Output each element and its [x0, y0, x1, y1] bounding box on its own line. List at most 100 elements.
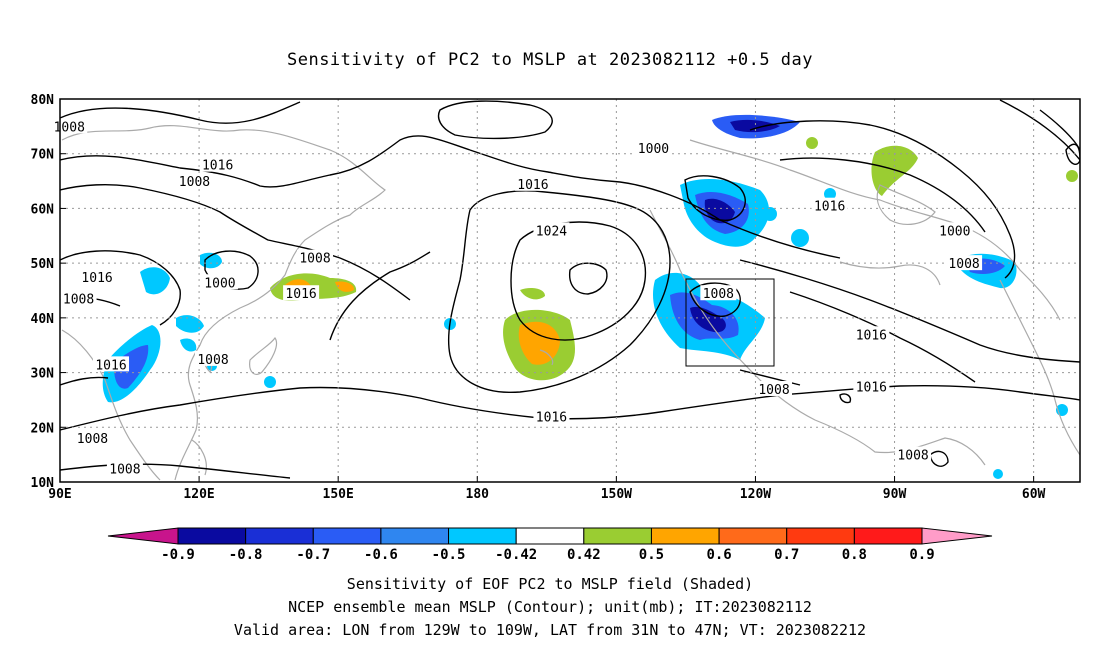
- coast-asia-east: [61, 125, 386, 481]
- contour-label: 1016: [856, 328, 887, 343]
- contour-labels: 1008101610081000101610241016100010081008…: [51, 118, 983, 477]
- colorbar-label: -0.6: [364, 547, 398, 563]
- lon-tick-label: 180: [466, 487, 490, 502]
- lon-tick-label: 150E: [323, 487, 354, 502]
- contour-label-background: [60, 290, 97, 306]
- lat-tick-label: 70N: [31, 148, 55, 163]
- contour-label-background: [106, 460, 143, 476]
- contour-label-background: [756, 380, 792, 396]
- contour-label: 1008: [63, 293, 94, 308]
- shade-negative-north-america-deep: [704, 198, 735, 224]
- coast-canada-north: [689, 139, 1061, 321]
- colorbar-swatch: [853, 527, 923, 545]
- colorbar-label: -0.42: [495, 547, 537, 563]
- coast-north-america-east: [999, 279, 1080, 456]
- coast-hudson-bay: [876, 184, 936, 226]
- contour-line: [789, 291, 976, 383]
- colorbar-swatch: [312, 527, 382, 545]
- lon-tick-label: 90E: [48, 487, 71, 502]
- contour-label: 1000: [638, 142, 669, 157]
- contour-label-background: [79, 268, 116, 284]
- colorbar-label: 0.42: [567, 547, 601, 563]
- colorbar-swatch: [786, 527, 855, 545]
- contour-label-background: [176, 173, 213, 189]
- contour-line: [510, 221, 647, 341]
- contour-label: 1008: [758, 383, 789, 398]
- contour-label: 1016: [81, 271, 112, 286]
- contour-line: [779, 157, 986, 233]
- shade-positive-labrador-dot: [1066, 170, 1078, 182]
- contour-line: [329, 251, 431, 341]
- contour-label: 1008: [197, 353, 228, 368]
- lat-tick-label: 10N: [31, 476, 55, 491]
- coast-hawaii: [539, 349, 554, 366]
- contour-line: [60, 463, 291, 479]
- lat-tick-label: 80N: [31, 93, 55, 108]
- lon-tick-label: 60W: [1022, 487, 1046, 502]
- lon-tick-label: 90W: [883, 487, 907, 502]
- shade-negative-asia-core: [114, 345, 149, 389]
- contour-label: 1008: [948, 257, 979, 272]
- colorbar-label: -0.5: [432, 547, 466, 563]
- contour-label-background: [533, 408, 570, 424]
- contour-label: 1016: [536, 410, 567, 425]
- map-title: Sensitivity of PC2 to MSLP at 2023082112…: [286, 50, 813, 70]
- lon-tick-label: 150W: [601, 487, 632, 502]
- contour-label: 1016: [202, 159, 233, 174]
- colorbar-swatch: [583, 527, 652, 545]
- shade-negative-rockies-dot: [763, 207, 777, 221]
- contour-line: [60, 183, 411, 301]
- caption-contour: NCEP ensemble mean MSLP (Contour); unit(…: [288, 598, 812, 616]
- contour-label-background: [199, 156, 236, 172]
- contour-label-background: [853, 326, 890, 342]
- contour-label: 1016: [814, 200, 845, 215]
- contour-label-background: [936, 222, 973, 238]
- shade-negative-korea: [176, 315, 204, 333]
- contour-line: [739, 259, 1080, 363]
- lat-tick-label: 40N: [31, 312, 55, 327]
- lon-tick-label: 120W: [740, 487, 771, 502]
- contour-label: 1008: [179, 175, 210, 190]
- coast-indochina: [61, 329, 161, 481]
- contour-line: [1065, 143, 1080, 165]
- shade-negative-arctic-core: [730, 119, 780, 133]
- map-area: 1008101610081000101610241016100010081008…: [31, 93, 1081, 502]
- colorbar-label: 0.5: [639, 547, 664, 563]
- colorbar-swatch: [650, 527, 720, 545]
- valid-area-box: [685, 278, 775, 367]
- contour-label-background: [946, 255, 983, 271]
- lat-tick-label: 30N: [31, 367, 55, 382]
- colorbar-swatch: [380, 527, 450, 545]
- colorbar-swatch: [448, 527, 517, 545]
- contour-label-background: [74, 430, 111, 446]
- contour-label: 1008: [299, 252, 330, 267]
- contour-label: 1016: [95, 358, 126, 373]
- contour-line: [60, 376, 109, 386]
- contour-label-background: [811, 197, 848, 213]
- coast-north-america-west: [649, 209, 986, 466]
- shade-negative-china-east: [180, 338, 197, 352]
- contour-line: [689, 282, 741, 317]
- contour-label-background: [283, 285, 320, 301]
- latitude-axis: 80N 70N 60N 50N 40N 30N 20N 10N: [31, 93, 66, 491]
- contour-label: 1016: [285, 287, 316, 302]
- colorbar-label: -0.7: [296, 547, 330, 563]
- colorbar-label: 0.6: [706, 547, 731, 563]
- colorbar-low-end: [107, 527, 179, 545]
- contour-line: [929, 450, 949, 467]
- colorbar-label: -0.8: [229, 547, 263, 563]
- lon-tick-label: 120E: [183, 487, 214, 502]
- lat-tick-label: 60N: [31, 202, 55, 217]
- graticule: [60, 99, 1080, 482]
- shade-negative-siberia: [140, 267, 170, 295]
- contour-label: 1008: [703, 287, 734, 302]
- shade-negative-gulf-dot: [993, 469, 1003, 479]
- colorbar-swatch: [245, 527, 314, 545]
- colorbar-high-end: [921, 527, 993, 545]
- lat-tick-label: 20N: [31, 421, 55, 436]
- colorbar-swatch: [718, 527, 788, 545]
- shade-positive-canada: [871, 145, 918, 196]
- colorbar-label: 0.7: [774, 547, 799, 563]
- contour-line: [839, 393, 852, 404]
